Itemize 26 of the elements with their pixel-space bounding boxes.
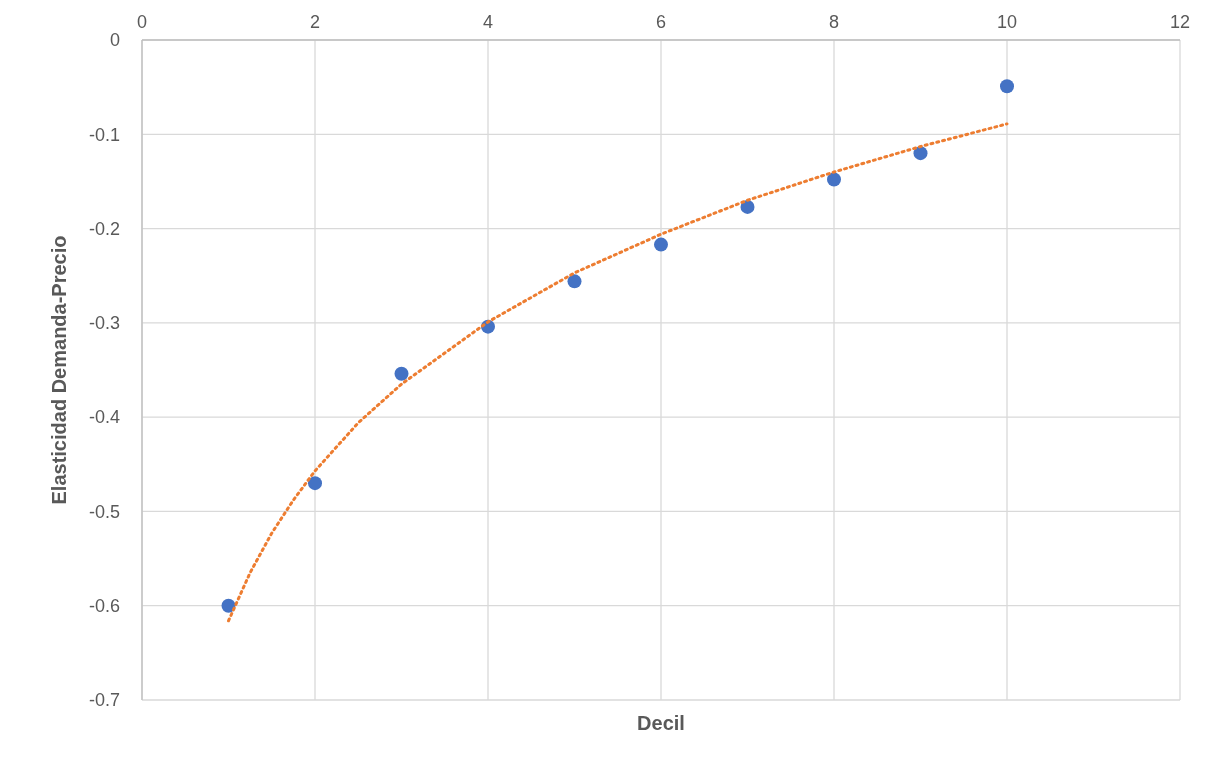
point <box>308 476 322 491</box>
point <box>394 366 409 381</box>
x-tick-label: 12 <box>1169 12 1191 32</box>
line-series <box>227 122 1009 623</box>
point <box>221 598 236 613</box>
y-tick-label: -0.5 <box>88 501 120 522</box>
x-tick-label: 4 <box>482 12 494 32</box>
y-tick-label: -0.4 <box>88 407 120 428</box>
y-axis-title: Elasticidad Demanda-Precio <box>48 235 70 505</box>
y-tick-label: -0.2 <box>88 218 120 239</box>
x-axis-title: Decil <box>637 712 685 734</box>
y-tick-label: 0 <box>109 30 120 51</box>
point <box>654 237 668 252</box>
point <box>567 274 582 289</box>
x-tick-label: 8 <box>828 12 840 32</box>
x-tick-label: 2 <box>309 12 321 32</box>
x-tick-label: 10 <box>996 12 1018 32</box>
y-tick-label: -0.1 <box>88 124 120 145</box>
point <box>913 146 928 161</box>
y-tick-label: -0.6 <box>88 596 120 617</box>
y-tick-label: -0.7 <box>88 690 120 711</box>
point <box>1000 79 1014 94</box>
point <box>827 172 841 187</box>
x-tick-label: 0 <box>136 12 148 32</box>
y-tick-label: -0.3 <box>88 313 120 334</box>
x-tick-label: 6 <box>655 12 667 32</box>
